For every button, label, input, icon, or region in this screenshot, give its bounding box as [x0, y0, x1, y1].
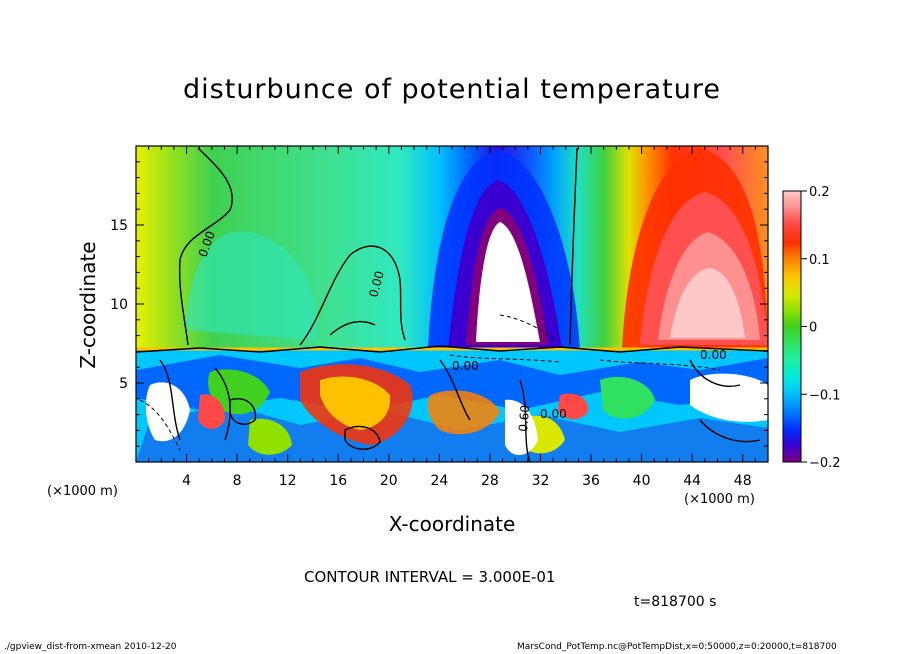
footer-right: MarsCond_PotTemp.nc@PotTempDist,x=0:5000… [517, 642, 837, 652]
footer-left: ./gpview_dist-from-xmean 2010-12-20 [4, 642, 176, 652]
x-tick-label: 48 [734, 473, 752, 489]
contour-label: 0.60 [516, 404, 532, 432]
x-tick-label: 16 [329, 473, 347, 489]
x-tick-label: 24 [430, 473, 448, 489]
x-unit-right: (×1000 m) [684, 492, 755, 507]
colorbar [783, 191, 801, 462]
x-unit-left: (×1000 m) [47, 484, 118, 499]
contour-label: 0.00 [540, 407, 567, 421]
x-tick-label: 8 [233, 473, 242, 489]
x-tick-label: 36 [582, 473, 600, 489]
colorbar-tick-label: −0.2 [809, 456, 841, 471]
y-tick-label: 15 [110, 218, 128, 234]
colorbar-tick-label: 0.1 [809, 253, 830, 268]
contour-label: 0.00 [452, 359, 479, 373]
x-tick-label: 44 [683, 473, 701, 489]
x-tick-label: 40 [633, 473, 651, 489]
y-axis-label: Z-coordinate [76, 241, 100, 368]
colorbar-tick-label: 0 [809, 321, 817, 336]
x-tick-label: 32 [532, 473, 550, 489]
x-tick-label: 4 [182, 473, 191, 489]
colorbar-tick-label: −0.1 [809, 388, 841, 403]
y-tick-label: 5 [119, 376, 128, 392]
colorbar-tick-label: 0.2 [809, 185, 830, 200]
x-tick-label: 20 [380, 473, 398, 489]
x-tick-label: 28 [481, 473, 499, 489]
time-label: t=818700 s [634, 594, 716, 610]
x-axis-label: X-coordinate [0, 512, 904, 536]
colorbar-ticks: 0.2 0.1 0 −0.1 −0.2 [801, 185, 841, 471]
contour-label: 0.00 [700, 348, 727, 362]
y-tick-label: 10 [110, 297, 128, 313]
x-tick-label: 12 [279, 473, 297, 489]
contour-interval-text: CONTOUR INTERVAL = 3.000E-01 [304, 568, 555, 586]
